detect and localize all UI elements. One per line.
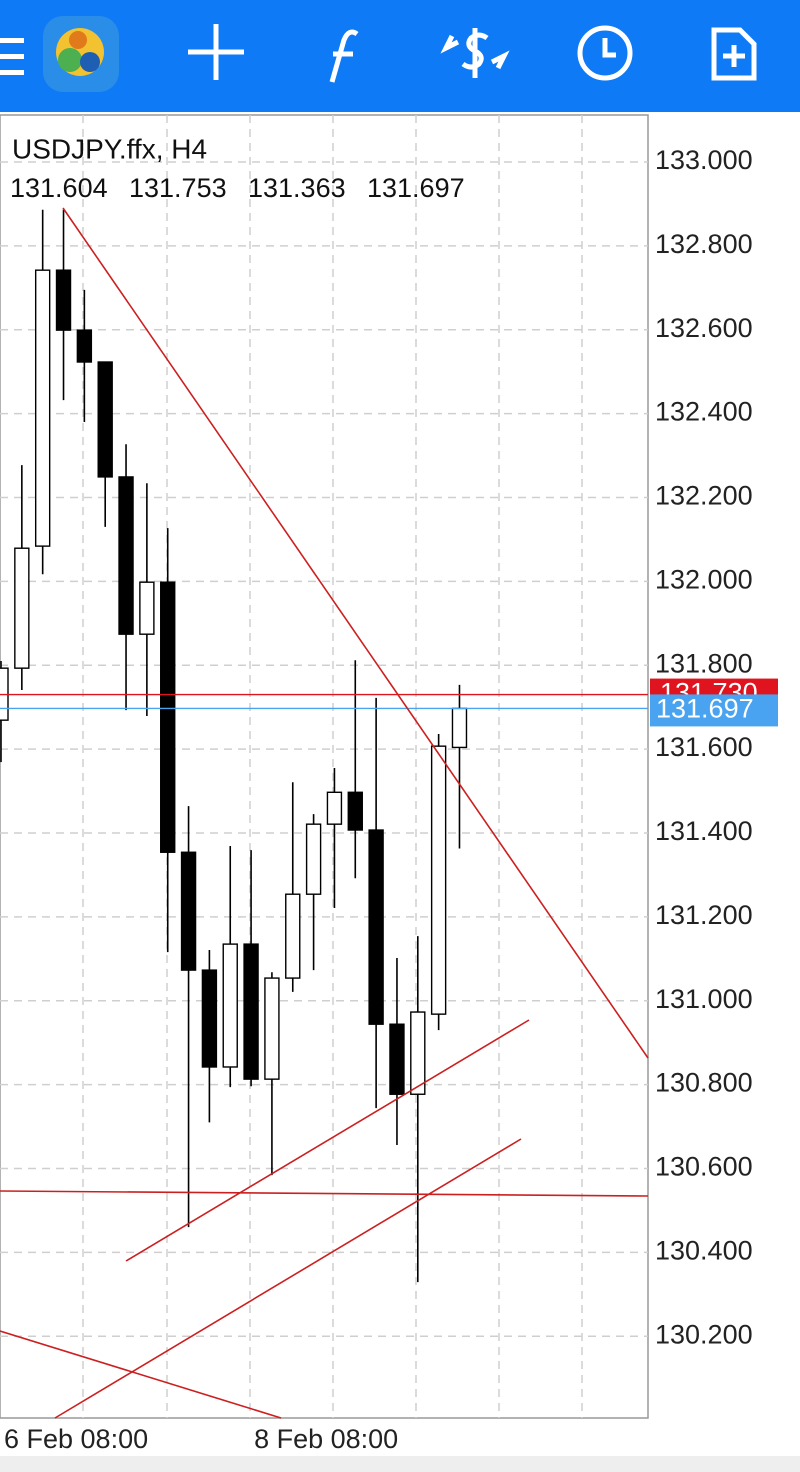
y-tick-label: 132.000: [655, 564, 753, 594]
y-tick-label: 131.600: [655, 732, 753, 762]
new-order-button[interactable]: [711, 27, 757, 81]
candle-body: [326, 791, 343, 825]
candle-body: [34, 269, 51, 547]
candle-body: [285, 893, 301, 979]
ohlc-readout: 131.604 131.753 131.363 131.697: [10, 173, 465, 203]
ohlc-high: 131.753: [129, 173, 227, 203]
candle-body: [368, 829, 384, 1025]
crosshair-button[interactable]: [188, 24, 244, 80]
y-tick-label: 132.600: [655, 313, 753, 343]
candle-body: [430, 745, 447, 1015]
plot-area: [0, 114, 649, 1419]
candle-body: [222, 943, 238, 1068]
candle-body: [14, 547, 30, 669]
bid-price-label: 131.697: [656, 694, 754, 724]
history-button[interactable]: [577, 25, 633, 81]
candle-body: [410, 1011, 426, 1095]
candle-body: [201, 969, 218, 1068]
ohlc-low: 131.363: [248, 173, 346, 203]
y-tick-label: 131.400: [655, 816, 753, 846]
trend-lines: [0, 207, 649, 1419]
candle-body: [451, 707, 468, 749]
y-tick-label: 130.200: [655, 1319, 753, 1349]
candle-body: [139, 581, 155, 635]
candle-body: [305, 823, 322, 895]
y-tick-label: 131.800: [655, 648, 753, 678]
y-tick-label: 130.400: [655, 1235, 753, 1265]
candle-body: [118, 476, 134, 635]
plot-frame: [0, 114, 649, 1419]
candle-body: [180, 851, 197, 971]
trade-button[interactable]: [440, 28, 510, 78]
y-tick-label: 133.000: [655, 145, 753, 175]
candle-body: [264, 977, 280, 1080]
candle-body: [55, 269, 72, 331]
candle-body: [76, 329, 93, 363]
indicators-button[interactable]: [329, 29, 359, 83]
ohlc-close: 131.697: [367, 173, 465, 203]
time-grid: [82, 115, 583, 1418]
x-tick-label: 8 Feb 08:00: [254, 1424, 398, 1454]
app-icon[interactable]: [43, 16, 119, 92]
y-tick-label: 132.400: [655, 397, 753, 427]
y-tick-label: 130.800: [655, 1068, 753, 1098]
candle-body: [160, 581, 176, 853]
chart-title: USDJPY.ffx, H4: [12, 133, 207, 164]
menu-button[interactable]: [0, 38, 24, 75]
candle-body: [389, 1023, 405, 1095]
x-tick-label: 6 Feb 08:00: [4, 1424, 148, 1454]
y-tick-label: 131.200: [655, 900, 753, 930]
toolbar: [0, 0, 800, 112]
y-tick-label: 132.800: [655, 229, 753, 259]
ohlc-open: 131.604: [10, 173, 108, 203]
bid-price-box: [650, 694, 778, 727]
candle-body: [97, 361, 113, 478]
y-tick-label: 131.000: [655, 984, 753, 1014]
candle-body: [347, 791, 363, 831]
candle-body: [243, 943, 259, 1080]
y-tick-label: 130.600: [655, 1152, 753, 1182]
bottom-bar: [0, 1456, 800, 1472]
y-tick-label: 132.200: [655, 481, 753, 511]
